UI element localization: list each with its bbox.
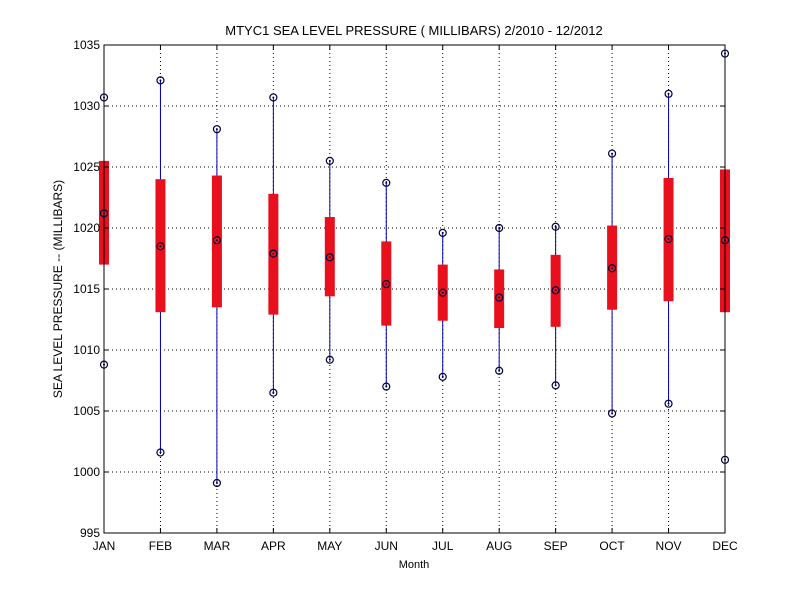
- box-aug: [494, 269, 505, 329]
- y-tick-label: 1000: [73, 465, 100, 479]
- x-tick-label-aug: AUG: [486, 539, 512, 553]
- median-marker-oct: [607, 264, 617, 273]
- x-tick-labels: JAN FEB MAR APR MAY JUN JUL AUG SEP OCT NOV DEC: [93, 539, 738, 553]
- min-marker-may: [325, 355, 334, 364]
- max-marker-jul: [438, 228, 447, 237]
- y-tick-label: 1030: [73, 99, 100, 113]
- max-marker-mar: [212, 125, 222, 134]
- median-marker-jul: [438, 288, 447, 297]
- max-marker-sep: [551, 222, 560, 231]
- min-marker-sep: [551, 381, 560, 390]
- median-marker-apr: [269, 249, 278, 258]
- y-tick-label: 1025: [73, 160, 100, 174]
- tick-marks: [103, 44, 726, 534]
- y-tick-label: 1010: [73, 343, 100, 357]
- min-marker-apr: [269, 388, 278, 397]
- x-tick-label-nov: NOV: [656, 539, 682, 553]
- min-marker-feb: [156, 448, 165, 457]
- max-marker-aug: [495, 223, 504, 233]
- x-axis-label: Month: [399, 559, 430, 571]
- median-marker-feb: [156, 242, 165, 251]
- median-marker-sep: [551, 286, 560, 295]
- x-tick-label-sep: SEP: [544, 539, 568, 553]
- median-marker-nov: [664, 234, 673, 244]
- y-tick-label: 1015: [73, 282, 100, 296]
- y-tick-label: 1020: [73, 221, 100, 235]
- median-marker-mar: [212, 236, 222, 245]
- min-marker-aug: [495, 366, 504, 375]
- min-marker-jul: [438, 372, 447, 381]
- max-marker-feb: [156, 76, 165, 85]
- y-tick-label: 995: [80, 526, 100, 540]
- x-tick-label-jun: JUN: [375, 539, 398, 553]
- x-tick-label-may: MAY: [317, 539, 342, 553]
- median-marker-aug: [495, 293, 504, 302]
- max-marker-jun: [382, 178, 391, 187]
- min-marker-oct: [607, 409, 617, 418]
- x-tick-label-jul: JUL: [432, 539, 454, 553]
- median-marker-jun: [382, 280, 391, 289]
- y-tick-label: 1005: [73, 404, 100, 418]
- max-marker-nov: [664, 89, 673, 98]
- x-tick-label-oct: OCT: [599, 539, 625, 553]
- median-marker-may: [325, 253, 334, 262]
- y-axis-label: SEA LEVEL PRESSURE -- (MILLIBARS): [51, 180, 65, 398]
- x-tick-label-dec: DEC: [712, 539, 738, 553]
- y-tick-label: 1035: [73, 38, 100, 52]
- min-marker-nov: [664, 399, 673, 408]
- max-marker-apr: [269, 93, 278, 102]
- box-mar: [211, 175, 222, 308]
- y-tick-labels: 995 1000 1005 1010 1015 1020 1025 1030 1035: [73, 38, 100, 540]
- min-marker-mar: [212, 478, 222, 488]
- max-marker-may: [325, 156, 334, 165]
- x-tick-label-mar: MAR: [204, 539, 231, 553]
- plot-area-background: [104, 45, 725, 533]
- min-marker-jun: [382, 382, 391, 391]
- x-tick-label-jan: JAN: [93, 539, 116, 553]
- max-marker-oct: [607, 149, 617, 158]
- chart-title: MTYC1 SEA LEVEL PRESSURE ( MILLIBARS) 2/…: [225, 23, 602, 38]
- x-tick-label-feb: FEB: [149, 539, 172, 553]
- x-tick-label-apr: APR: [261, 539, 286, 553]
